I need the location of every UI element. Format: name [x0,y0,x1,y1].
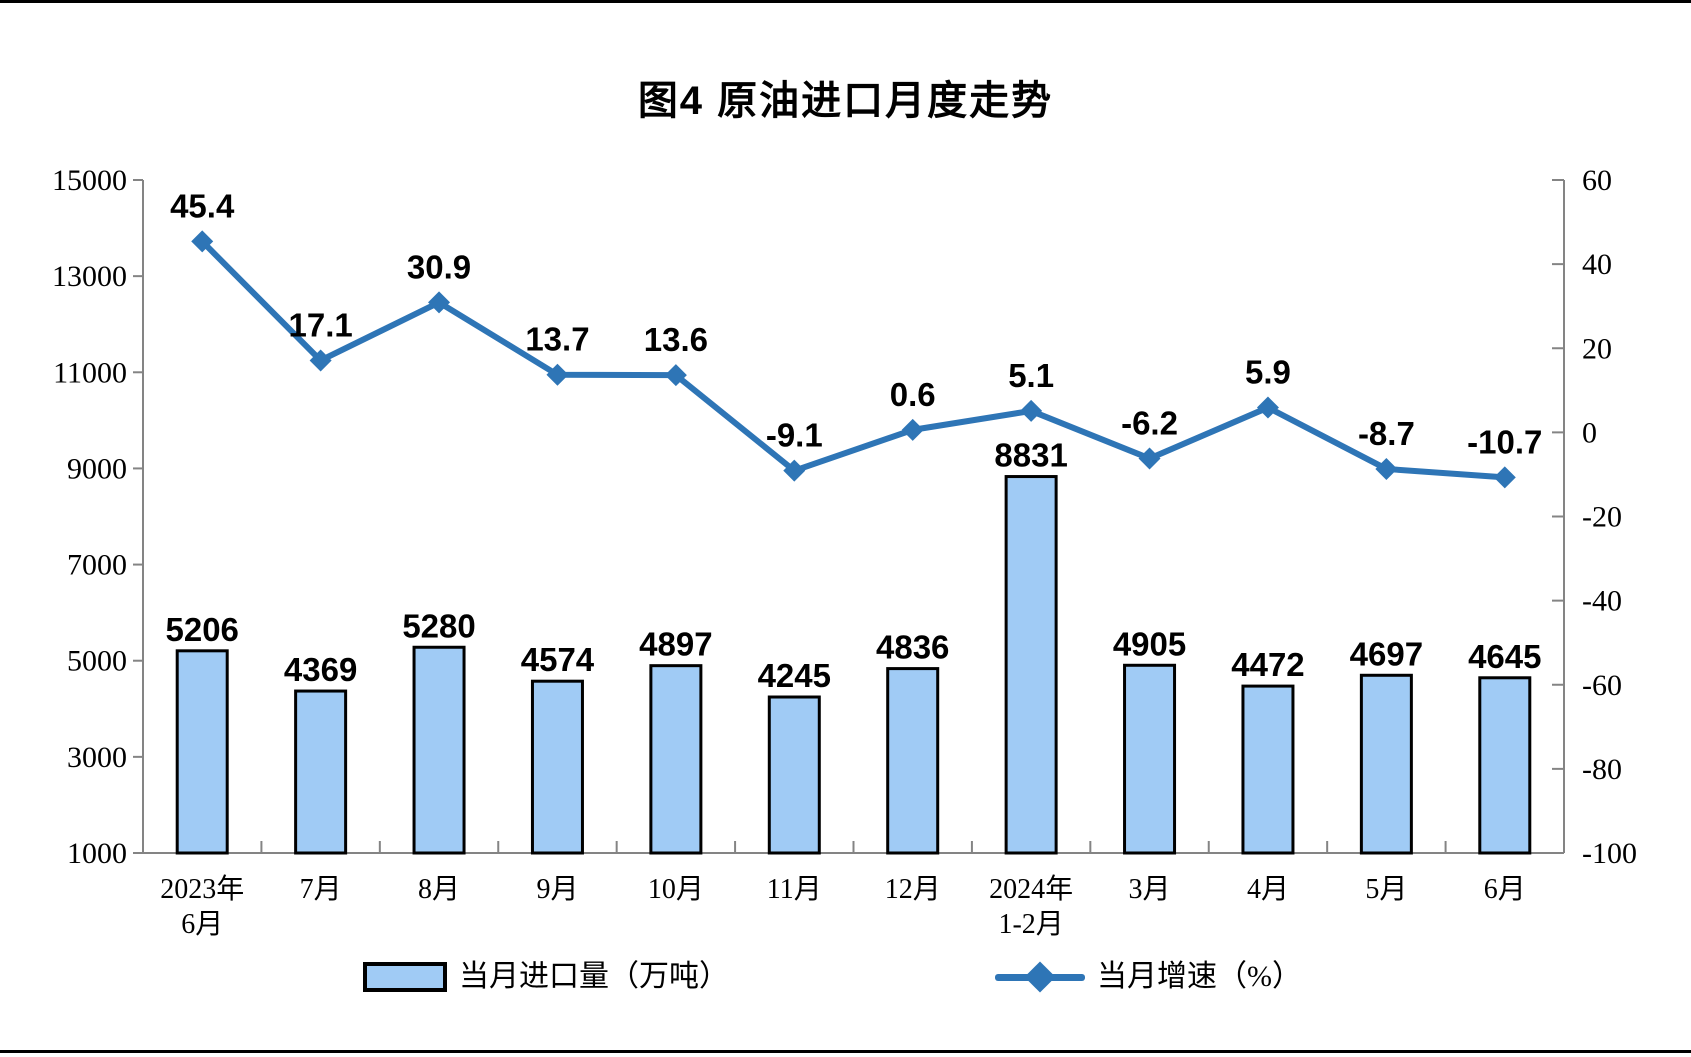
line-diamond-marker [1138,447,1161,470]
line-value-label: -10.7 [1467,423,1542,460]
left-axis-tick-label: 15000 [52,164,127,197]
line-diamond-marker [901,418,924,441]
bar-value-label: 4472 [1231,646,1304,683]
line-value-label: 13.7 [525,321,589,358]
line-value-label: -8.7 [1358,415,1415,452]
x-category-label: 6月 [1484,874,1526,905]
line-diamond-marker [1493,466,1516,489]
line-diamond-marker [1020,399,1043,422]
right-axis-tick-label: 40 [1582,248,1612,281]
chart-title: 图4 原油进口月度走势 [637,79,1054,123]
line-value-label: 13.6 [644,321,708,358]
import-volume-bar [649,664,703,855]
line-series-label: 当月增速（%） [1097,960,1302,993]
line-diamond-marker [309,349,332,372]
line-diamond-marker [783,459,806,482]
left-axis-tick-label: 11000 [53,356,127,389]
left-axis-tick-label: 5000 [67,645,127,678]
x-category-label: 4月 [1247,874,1289,905]
x-category-label: 7月 [300,874,342,905]
bottom-divider [0,1050,1691,1053]
x-category-label: 3月 [1129,874,1171,905]
x-category-label: 10月 [648,874,704,905]
line-diamond-marker [546,363,569,386]
x-category-label: 2023年 [160,873,244,905]
left-axis-tick-label: 13000 [52,260,127,293]
right-axis-tick-label: -60 [1582,669,1622,702]
right-axis-tick-label: 20 [1582,332,1612,365]
left-axis-tick-label: 7000 [67,549,127,582]
bar-value-label: 4897 [639,626,712,663]
bar-value-label: 4645 [1468,638,1541,675]
right-axis-tick-label: -80 [1582,753,1622,786]
right-axis-tick-label: 0 [1582,416,1597,449]
line-diamond-marker [191,230,214,253]
import-volume-bar [767,695,821,855]
right-axis-tick-label: -40 [1582,585,1622,618]
x-category-label: 11月 [767,874,822,905]
import-volume-bar [1241,684,1295,855]
growth-rate-line [199,238,1508,481]
x-category-label: 1-2月 [998,909,1063,940]
line-diamond-marker [1375,457,1398,480]
left-axis-tick-label: 9000 [67,452,127,485]
line-diamond-marker [428,291,451,314]
import-volume-bar [886,667,940,855]
import-volume-bar [175,649,229,855]
line-value-label: -6.2 [1121,404,1178,441]
import-volume-bar [1123,663,1177,855]
line-value-label: 0.6 [890,376,936,413]
x-category-label: 2024年 [989,873,1073,905]
bar-value-label: 4836 [876,629,949,666]
line-value-label: 5.9 [1245,354,1291,391]
bar-value-label: 5280 [402,607,475,644]
line-diamond-marker [1256,396,1279,419]
bar-value-label: 4574 [521,641,595,678]
line-value-label: 17.1 [289,306,353,343]
x-category-label: 6月 [181,909,223,940]
legend-item-growth: 当月增速（%） [995,960,1302,993]
x-category-label: 9月 [536,874,578,905]
diamond-marker-icon [1024,961,1056,993]
bar-value-label: 4245 [758,657,831,694]
bar-value-label: 8831 [994,437,1067,474]
line-value-label: 5.1 [1008,357,1054,394]
bar-value-label: 4697 [1350,635,1423,672]
right-axis-tick-label: -100 [1582,837,1637,870]
left-axis-tick-label: 3000 [67,741,127,774]
line-series-swatch [995,961,1085,993]
line-value-label: 45.4 [170,187,235,224]
x-category-label: 5月 [1365,874,1407,905]
right-axis-tick-label: -20 [1582,501,1622,534]
line-diamond-marker [664,364,687,387]
bar-value-label: 5206 [165,611,238,648]
right-axis-tick-label: 60 [1582,164,1612,197]
bar-value-label: 4369 [284,651,357,688]
import-volume-bar [1004,475,1058,855]
import-volume-bar [294,689,348,855]
import-volume-bar [1478,676,1532,855]
line-value-label: -9.1 [766,417,823,454]
bar-series-swatch [363,962,447,992]
line-value-label: 30.9 [407,248,471,285]
top-divider [0,0,1691,3]
bar-value-label: 4905 [1113,625,1186,662]
x-category-label: 8月 [418,874,460,905]
left-axis-tick-label: 1000 [67,837,127,870]
import-volume-bar [1359,673,1413,855]
import-volume-bar [530,679,584,855]
chart-legend: 当月进口量（万吨） 当月增速（%） [0,960,1691,1022]
x-category-label: 12月 [885,874,941,905]
import-volume-bar [412,645,466,855]
legend-item-imports: 当月进口量（万吨） [363,962,729,992]
bar-series-label: 当月进口量（万吨） [459,960,729,993]
